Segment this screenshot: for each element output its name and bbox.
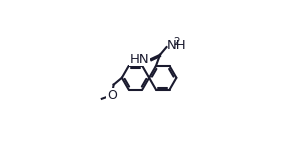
Text: NH: NH (167, 39, 187, 52)
Text: O: O (107, 89, 117, 102)
Text: HN: HN (129, 53, 149, 66)
Text: 2: 2 (173, 36, 180, 47)
